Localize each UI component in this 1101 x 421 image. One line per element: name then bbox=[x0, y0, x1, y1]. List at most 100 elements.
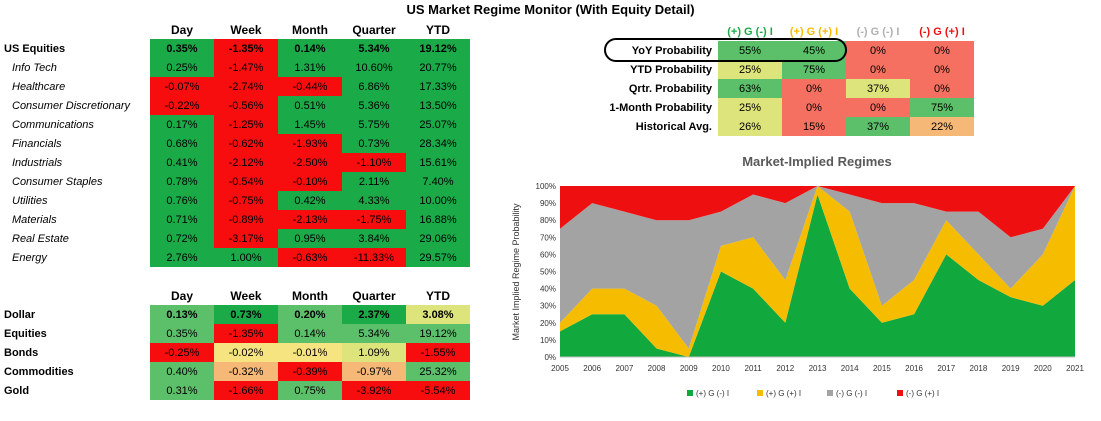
x-tick-label: 2016 bbox=[905, 364, 923, 373]
equity-cell: 0.25% bbox=[150, 58, 214, 77]
equity-row-label: Materials bbox=[12, 213, 57, 226]
asset-row-label: Bonds bbox=[4, 346, 39, 359]
asset-cell: -0.32% bbox=[214, 362, 278, 381]
asset-col-header: YTD bbox=[426, 288, 450, 303]
equity-cell: -0.56% bbox=[214, 96, 278, 115]
equity-header-row: Day Week Month Quarter YTD bbox=[0, 20, 470, 39]
equity-cell: 0.73% bbox=[342, 134, 406, 153]
asset-row-label: Dollar bbox=[4, 308, 36, 321]
x-tick-label: 2006 bbox=[583, 364, 601, 373]
asset-cell: 5.34% bbox=[342, 324, 406, 343]
chart-ylabel: Market Implied Regime Probability bbox=[511, 203, 521, 341]
equity-cell: 7.40% bbox=[406, 172, 470, 191]
prob-cell: 37% bbox=[846, 79, 910, 98]
asset-cell: 0.13% bbox=[150, 305, 214, 324]
equity-cell: -2.74% bbox=[214, 77, 278, 96]
asset-row: Bonds -0.25% -0.02% -0.01% 1.09% -1.55% bbox=[0, 343, 470, 362]
equity-cell: -0.10% bbox=[278, 172, 342, 191]
equity-col-header: Month bbox=[292, 22, 328, 37]
equity-row: Consumer Staples 0.78% -0.54% -0.10% 2.11% 7.… bbox=[0, 172, 470, 191]
prob-cell: 0% bbox=[782, 98, 846, 117]
series-area-2 bbox=[560, 186, 1075, 349]
equity-cell: -2.12% bbox=[214, 153, 278, 172]
prob-col-header: (-) G (+) I bbox=[919, 25, 965, 38]
asset-cell: 0.14% bbox=[278, 324, 342, 343]
asset-cell: -3.92% bbox=[342, 381, 406, 400]
prob-cell: 55% bbox=[718, 41, 782, 60]
equity-row-label: Communications bbox=[12, 118, 94, 131]
asset-row-label: Equities bbox=[4, 327, 47, 340]
x-tick-label: 2017 bbox=[937, 364, 955, 373]
y-tick-label: 90% bbox=[540, 199, 556, 208]
equity-row: Energy 2.76% 1.00% -0.63% -11.33% 29.57% bbox=[0, 248, 470, 267]
x-tick-label: 2010 bbox=[712, 364, 730, 373]
equity-cell: 2.11% bbox=[342, 172, 406, 191]
asset-row: Dollar 0.13% 0.73% 0.20% 2.37% 3.08% bbox=[0, 305, 470, 324]
equity-row-label: Healthcare bbox=[12, 80, 66, 93]
equity-cell: 0.35% bbox=[150, 39, 214, 58]
legend-label: (+) G (+) I bbox=[766, 389, 801, 398]
equity-cell: 0.51% bbox=[278, 96, 342, 115]
y-tick-label: 40% bbox=[540, 285, 556, 294]
prob-cell: 0% bbox=[846, 98, 910, 117]
equity-cell: 29.06% bbox=[406, 229, 470, 248]
equity-cell: -1.93% bbox=[278, 134, 342, 153]
asset-cell: 1.09% bbox=[342, 343, 406, 362]
equity-cell: 10.00% bbox=[406, 191, 470, 210]
asset-cell: 25.32% bbox=[406, 362, 470, 381]
y-tick-label: 20% bbox=[540, 319, 556, 328]
prob-cell: 0% bbox=[910, 41, 974, 60]
equity-row: Info Tech 0.25% -1.47% 1.31% 10.60% 20.77% bbox=[0, 58, 470, 77]
equity-row: Utilities 0.76% -0.75% 0.42% 4.33% 10.00% bbox=[0, 191, 470, 210]
equity-cell: 6.86% bbox=[342, 77, 406, 96]
x-tick-label: 2009 bbox=[680, 364, 698, 373]
legend-label: (-) G (-) I bbox=[836, 389, 867, 398]
equity-cell: -0.63% bbox=[278, 248, 342, 267]
equity-cell: -0.07% bbox=[150, 77, 214, 96]
asset-cell: 0.73% bbox=[214, 305, 278, 324]
asset-col-header: Month bbox=[292, 288, 328, 303]
legend-swatch bbox=[897, 390, 903, 396]
equity-cell: 15.61% bbox=[406, 153, 470, 172]
asset-cell: 3.08% bbox=[406, 305, 470, 324]
prob-cell: 0% bbox=[846, 60, 910, 79]
asset-cell: -1.55% bbox=[406, 343, 470, 362]
prob-cell: 0% bbox=[910, 79, 974, 98]
equity-cell: -2.13% bbox=[278, 210, 342, 229]
x-tick-label: 2020 bbox=[1034, 364, 1052, 373]
x-tick-label: 2011 bbox=[745, 364, 763, 373]
equity-col-header: YTD bbox=[426, 22, 450, 37]
page-title: US Market Regime Monitor (With Equity De… bbox=[406, 2, 695, 17]
prob-cell: 25% bbox=[718, 60, 782, 79]
equity-cell: -1.35% bbox=[214, 39, 278, 58]
equity-row-label: Industrials bbox=[12, 156, 63, 169]
prob-cell: 22% bbox=[910, 117, 974, 136]
equity-cell: 29.57% bbox=[406, 248, 470, 267]
asset-cell: 0.75% bbox=[278, 381, 342, 400]
y-tick-label: 50% bbox=[540, 268, 556, 277]
prob-cell: 63% bbox=[718, 79, 782, 98]
y-tick-label: 100% bbox=[536, 182, 556, 191]
y-tick-label: 60% bbox=[540, 250, 556, 259]
equity-row: Industrials 0.41% -2.12% -2.50% -1.10% 15.61% bbox=[0, 153, 470, 172]
series-area-0 bbox=[560, 194, 1075, 357]
prob-cell: 37% bbox=[846, 117, 910, 136]
equity-cell: -1.75% bbox=[342, 210, 406, 229]
series-area-1 bbox=[560, 186, 1075, 357]
x-tick-label: 2015 bbox=[873, 364, 891, 373]
asset-cell: 0.40% bbox=[150, 362, 214, 381]
chart-title: Market-Implied Regimes bbox=[742, 154, 892, 169]
y-tick-label: 80% bbox=[540, 216, 556, 225]
equity-cell: 1.00% bbox=[214, 248, 278, 267]
asset-cell: -5.54% bbox=[406, 381, 470, 400]
asset-cell: 0.31% bbox=[150, 381, 214, 400]
prob-cell: 15% bbox=[782, 117, 846, 136]
equity-cell: 5.34% bbox=[342, 39, 406, 58]
equity-row: Financials 0.68% -0.62% -1.93% 0.73% 28.34% bbox=[0, 134, 470, 153]
regime-chart: Market-Implied Regimes Market Implied Re… bbox=[511, 154, 1084, 398]
x-tick-label: 2013 bbox=[809, 364, 827, 373]
equity-row: Real Estate 0.72% -3.17% 0.95% 3.84% 29.06% bbox=[0, 229, 470, 248]
prob-cell: 45% bbox=[782, 41, 846, 60]
asset-col-header: Day bbox=[170, 288, 193, 303]
equity-cell: 17.33% bbox=[406, 77, 470, 96]
